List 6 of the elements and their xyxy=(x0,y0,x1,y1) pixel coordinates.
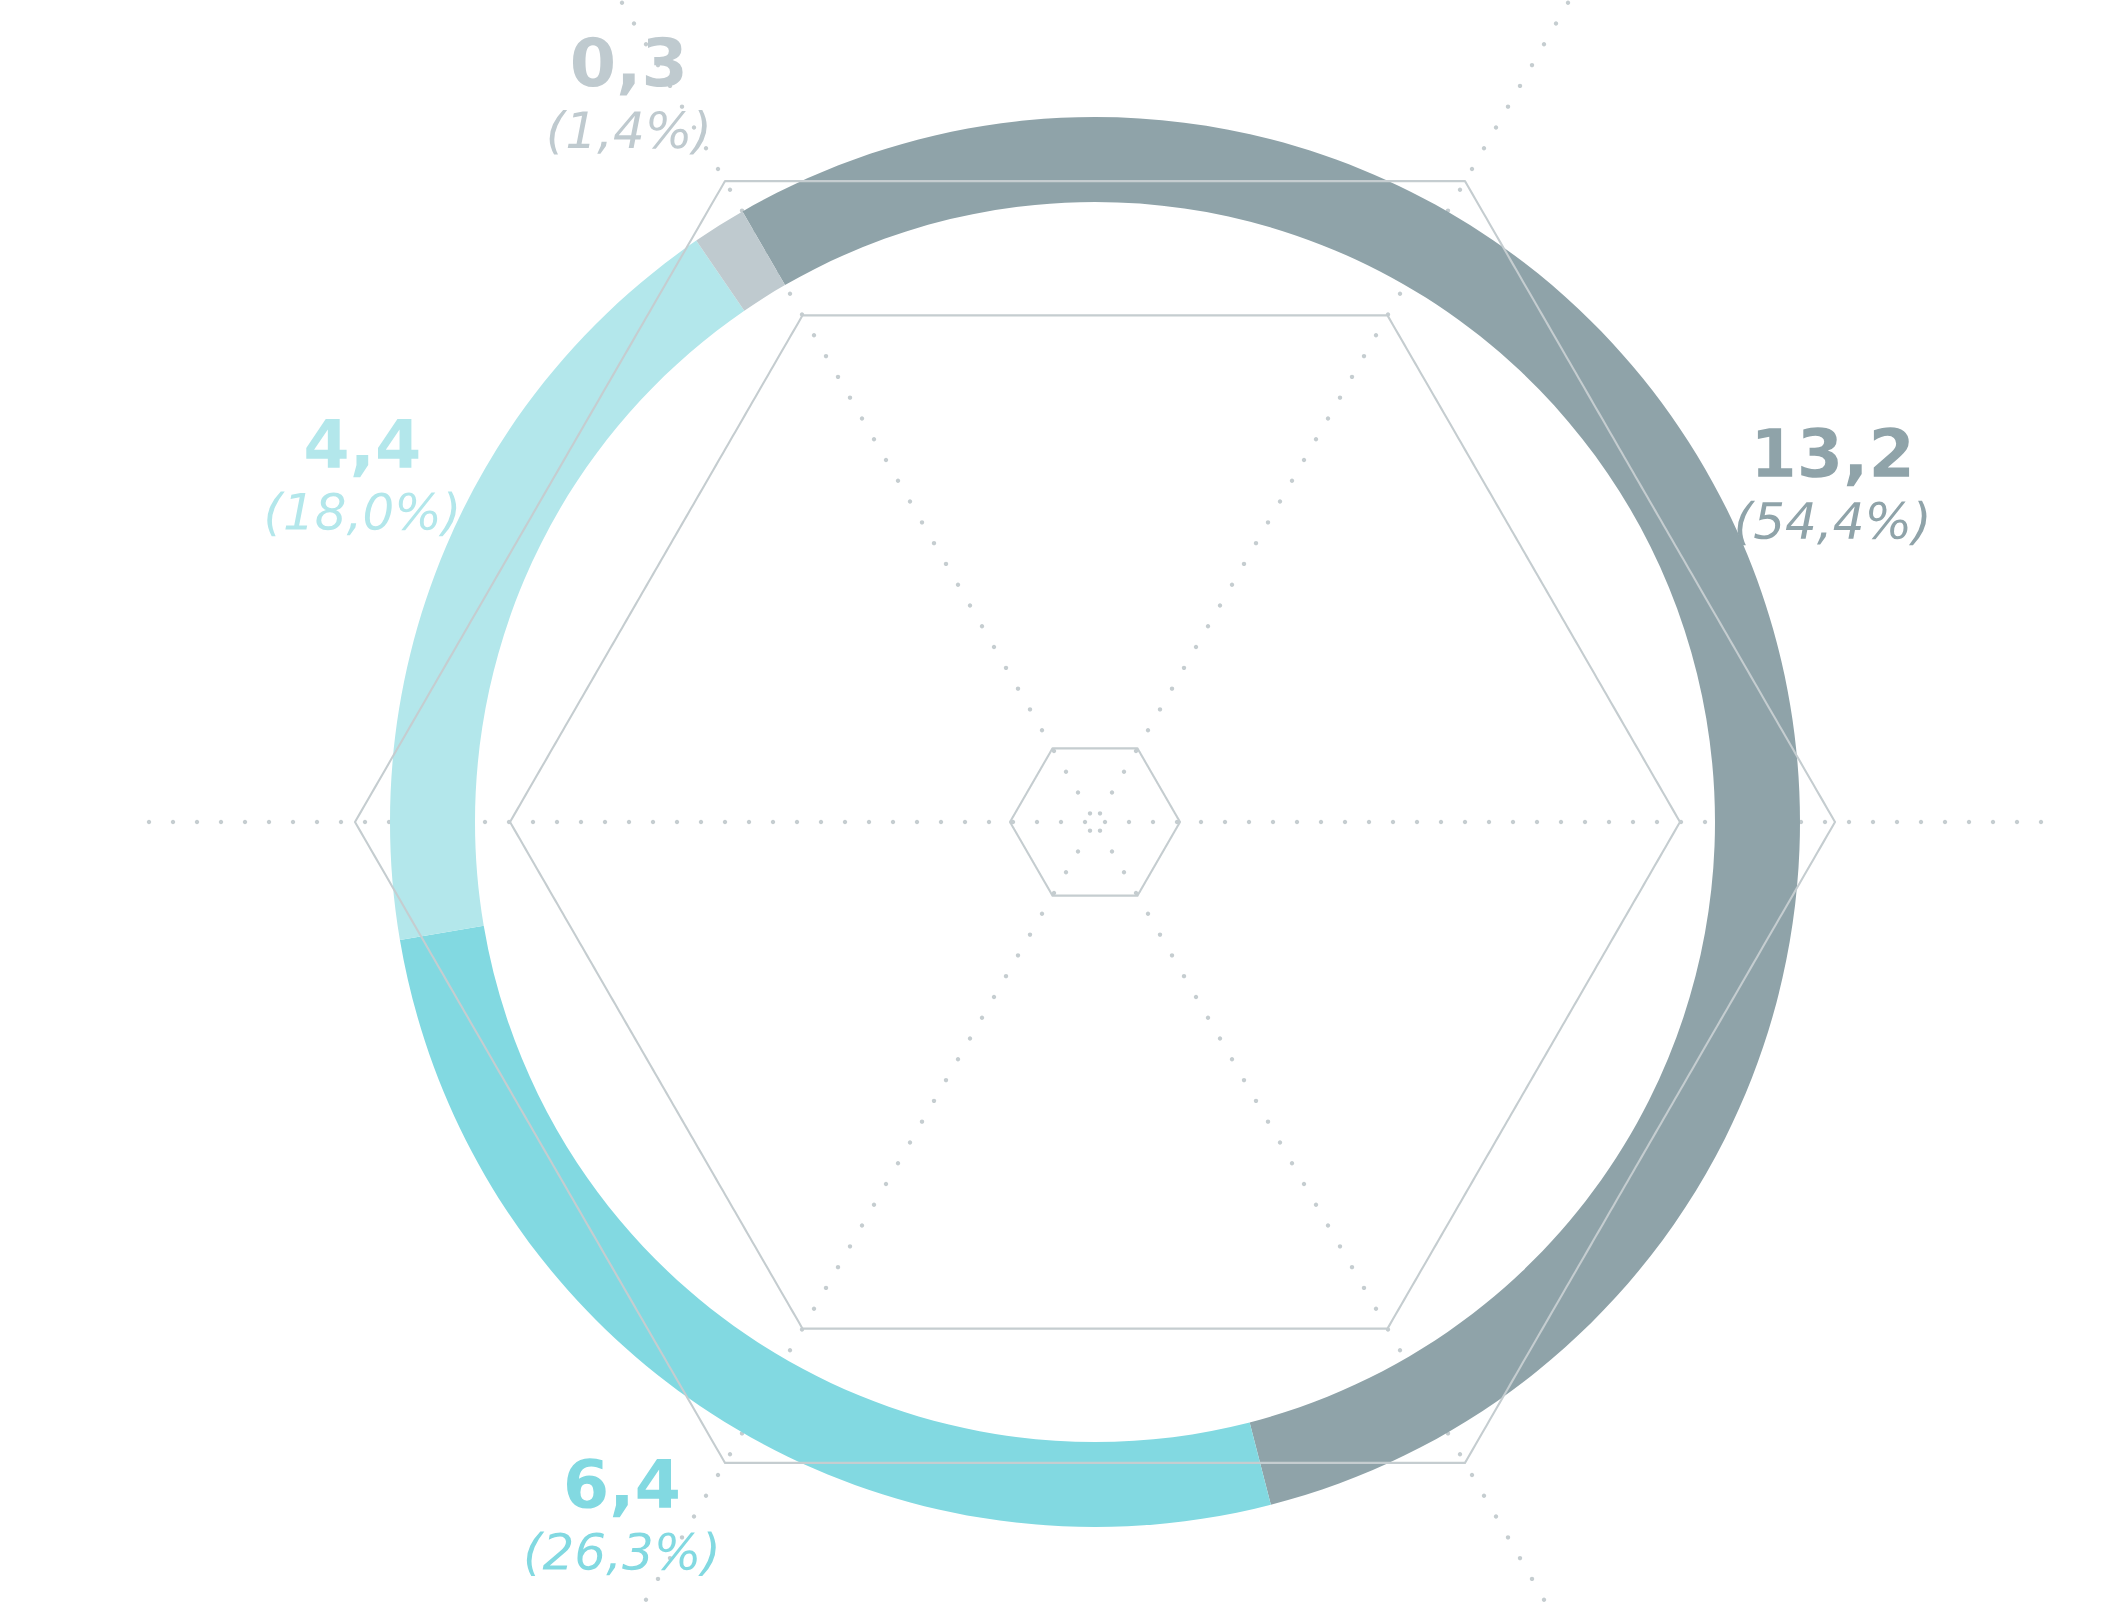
data-label: 0,3 (1,4%) xyxy=(549,36,707,155)
data-label: 6,4 (26,3%) xyxy=(526,1458,716,1577)
data-label: 4,4 (18,0%) xyxy=(267,419,457,537)
donut-slice xyxy=(399,925,1271,1527)
data-label: 13,2 (54,4%) xyxy=(1737,427,1927,546)
donut-slice xyxy=(696,211,785,311)
